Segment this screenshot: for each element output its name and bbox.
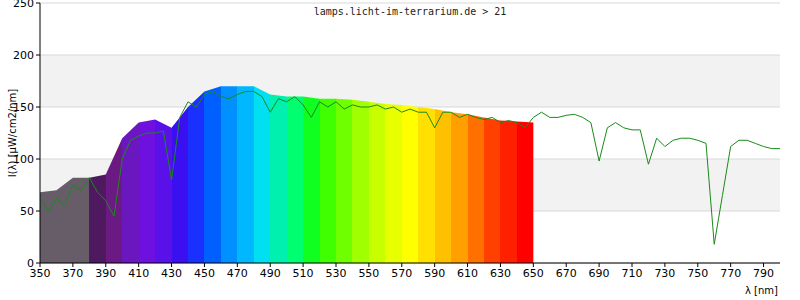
svg-text:0: 0 — [27, 257, 34, 270]
svg-text:750: 750 — [687, 267, 708, 280]
svg-text:790: 790 — [753, 267, 774, 280]
svg-text:670: 670 — [556, 267, 577, 280]
svg-text:410: 410 — [128, 267, 149, 280]
svg-text:470: 470 — [227, 267, 248, 280]
svg-text:510: 510 — [293, 267, 314, 280]
html-text:λ [nm]: λ [nm] — [745, 285, 778, 296]
svg-text:650: 650 — [523, 267, 544, 280]
svg-text:450: 450 — [194, 267, 215, 280]
svg-text:770: 770 — [720, 267, 741, 280]
svg-text:200: 200 — [13, 49, 34, 62]
svg-text:590: 590 — [424, 267, 445, 280]
svg-text:610: 610 — [457, 267, 478, 280]
svg-text:370: 370 — [62, 267, 83, 280]
svg-text:570: 570 — [391, 267, 412, 280]
svg-text:100: 100 — [13, 152, 34, 166]
svg-text:390: 390 — [95, 267, 116, 280]
html-text:lamps.licht-im-terrarium.de >: lamps.licht-im-terrarium.de > 21 — [313, 6, 507, 17]
svg-text:710: 710 — [622, 267, 643, 280]
svg-text:250: 250 — [13, 0, 34, 10]
svg-text:350: 350 — [29, 266, 51, 280]
svg-text:730: 730 — [654, 267, 675, 280]
svg-text:630: 630 — [490, 267, 511, 280]
html-text:I(λ) [µW/cm2/nm]: I(λ) [µW/cm2/nm] — [7, 88, 18, 178]
svg-text:430: 430 — [161, 267, 182, 280]
svg-text:150: 150 — [13, 100, 34, 114]
svg-text:690: 690 — [589, 267, 610, 280]
svg-text:530: 530 — [326, 267, 347, 280]
svg-text:50: 50 — [20, 205, 34, 218]
svg-text:490: 490 — [260, 267, 281, 280]
svg-text:550: 550 — [358, 267, 379, 280]
